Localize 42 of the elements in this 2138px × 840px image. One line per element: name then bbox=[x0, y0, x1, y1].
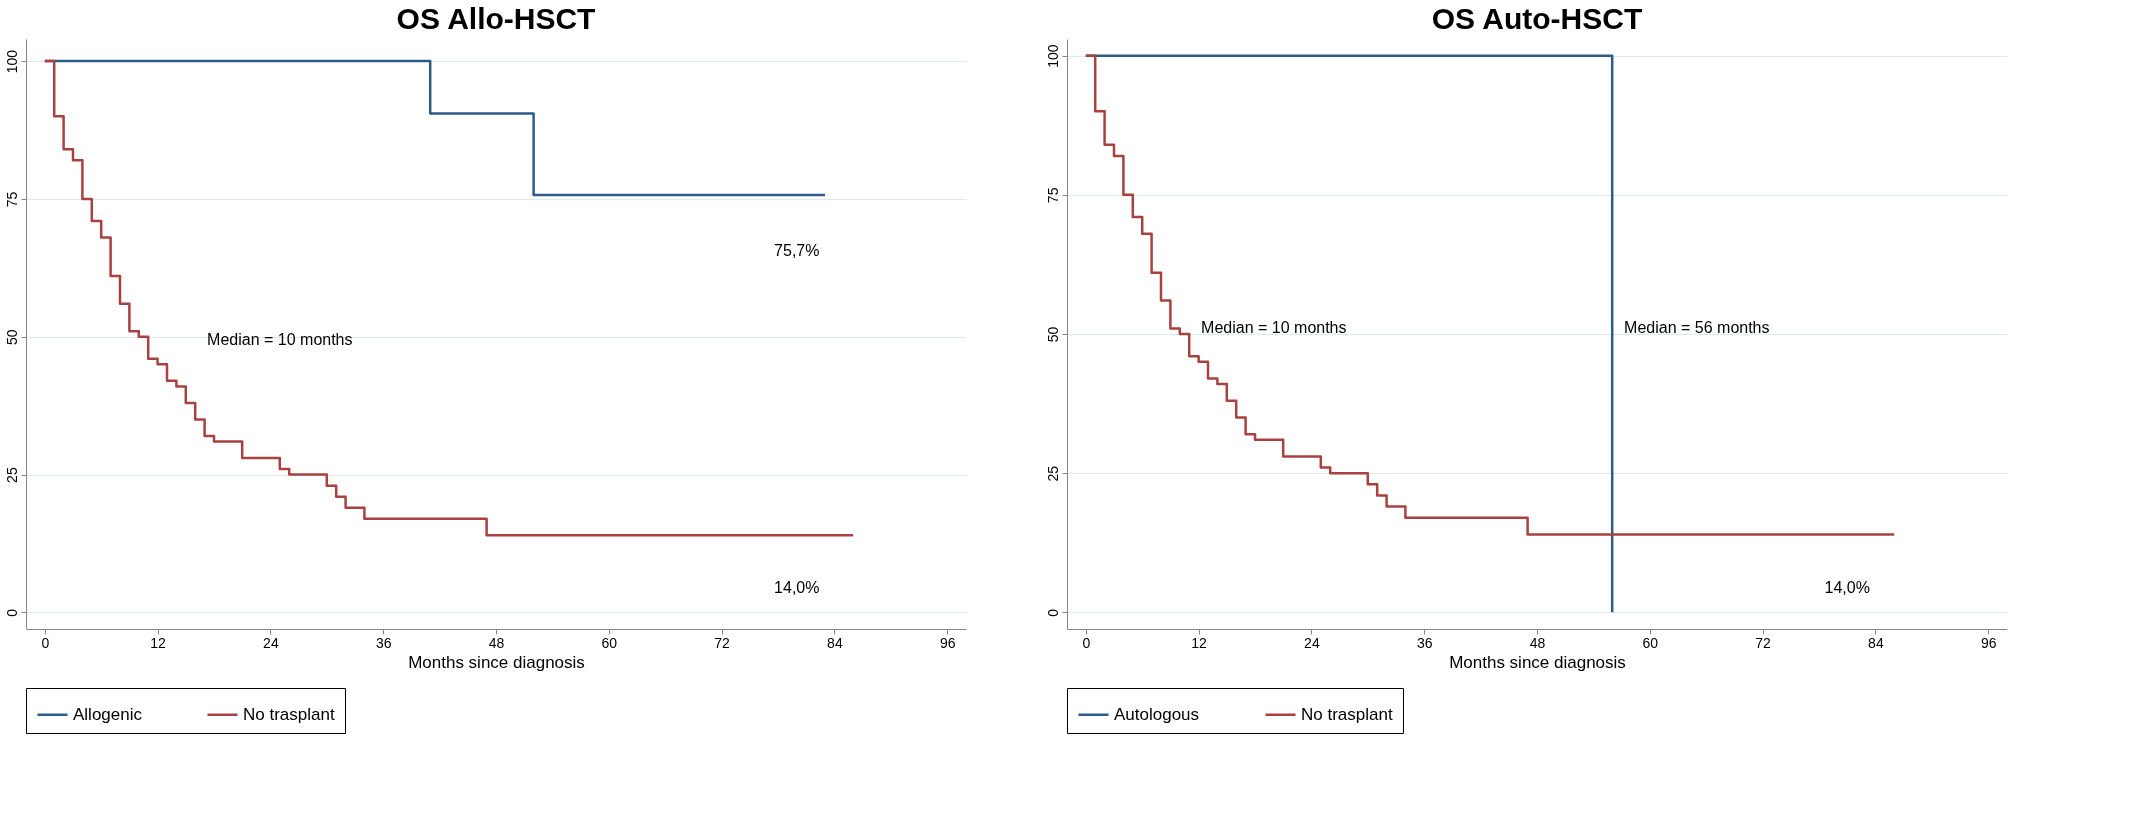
x-tick-label: 72 bbox=[714, 634, 731, 651]
x-tick-label: 60 bbox=[601, 634, 618, 651]
y-tick-label: 25 bbox=[1044, 465, 1061, 482]
y-tick-label: 0 bbox=[3, 608, 20, 617]
x-tick-label: 84 bbox=[827, 634, 843, 651]
legend-label: Allogenic bbox=[73, 704, 143, 724]
y-tick-label: 25 bbox=[3, 467, 20, 483]
y-tick-label: 50 bbox=[3, 329, 20, 346]
y-tick-label: 75 bbox=[3, 191, 20, 208]
x-tick-label: 12 bbox=[1191, 634, 1208, 651]
annotation: Median = 56 months bbox=[1624, 319, 1770, 337]
x-tick-label: 0 bbox=[41, 634, 50, 651]
legend-label: Autologous bbox=[1114, 704, 1200, 724]
chart-title: OS Auto-HSCT bbox=[1431, 2, 1643, 35]
x-tick-label: 60 bbox=[1642, 634, 1659, 651]
x-tick-label: 0 bbox=[1082, 634, 1091, 651]
x-tick-label: 72 bbox=[1755, 634, 1772, 651]
x-tick-label: 12 bbox=[150, 634, 167, 651]
x-axis-title: Months since diagnosis bbox=[1449, 652, 1626, 672]
annotation: 14,0% bbox=[1824, 578, 1870, 596]
x-tick-label: 96 bbox=[1980, 634, 1997, 651]
x-tick-label: 36 bbox=[375, 634, 392, 651]
legend-label: No trasplant bbox=[1301, 704, 1393, 724]
y-tick-label: 100 bbox=[1044, 44, 1061, 68]
x-tick-label: 48 bbox=[488, 634, 505, 651]
x-tick-label: 84 bbox=[1868, 634, 1884, 651]
y-tick-label: 50 bbox=[1044, 326, 1061, 343]
x-tick-label: 36 bbox=[1416, 634, 1433, 651]
chart-title: OS Allo-HSCT bbox=[396, 2, 596, 35]
annotation: Median = 10 months bbox=[207, 330, 353, 348]
annotation: 75,7% bbox=[774, 242, 820, 260]
x-tick-label: 24 bbox=[263, 634, 279, 651]
x-tick-label: 48 bbox=[1529, 634, 1546, 651]
x-axis-title: Months since diagnosis bbox=[408, 652, 585, 672]
x-tick-label: 96 bbox=[939, 634, 956, 651]
y-tick-label: 0 bbox=[1044, 608, 1061, 617]
x-tick-label: 24 bbox=[1304, 634, 1320, 651]
legend-label: No trasplant bbox=[243, 704, 335, 724]
y-tick-label: 75 bbox=[1044, 187, 1061, 204]
y-tick-label: 100 bbox=[3, 49, 20, 74]
annotation: Median = 10 months bbox=[1201, 319, 1347, 337]
annotation: 14,0% bbox=[774, 578, 820, 596]
